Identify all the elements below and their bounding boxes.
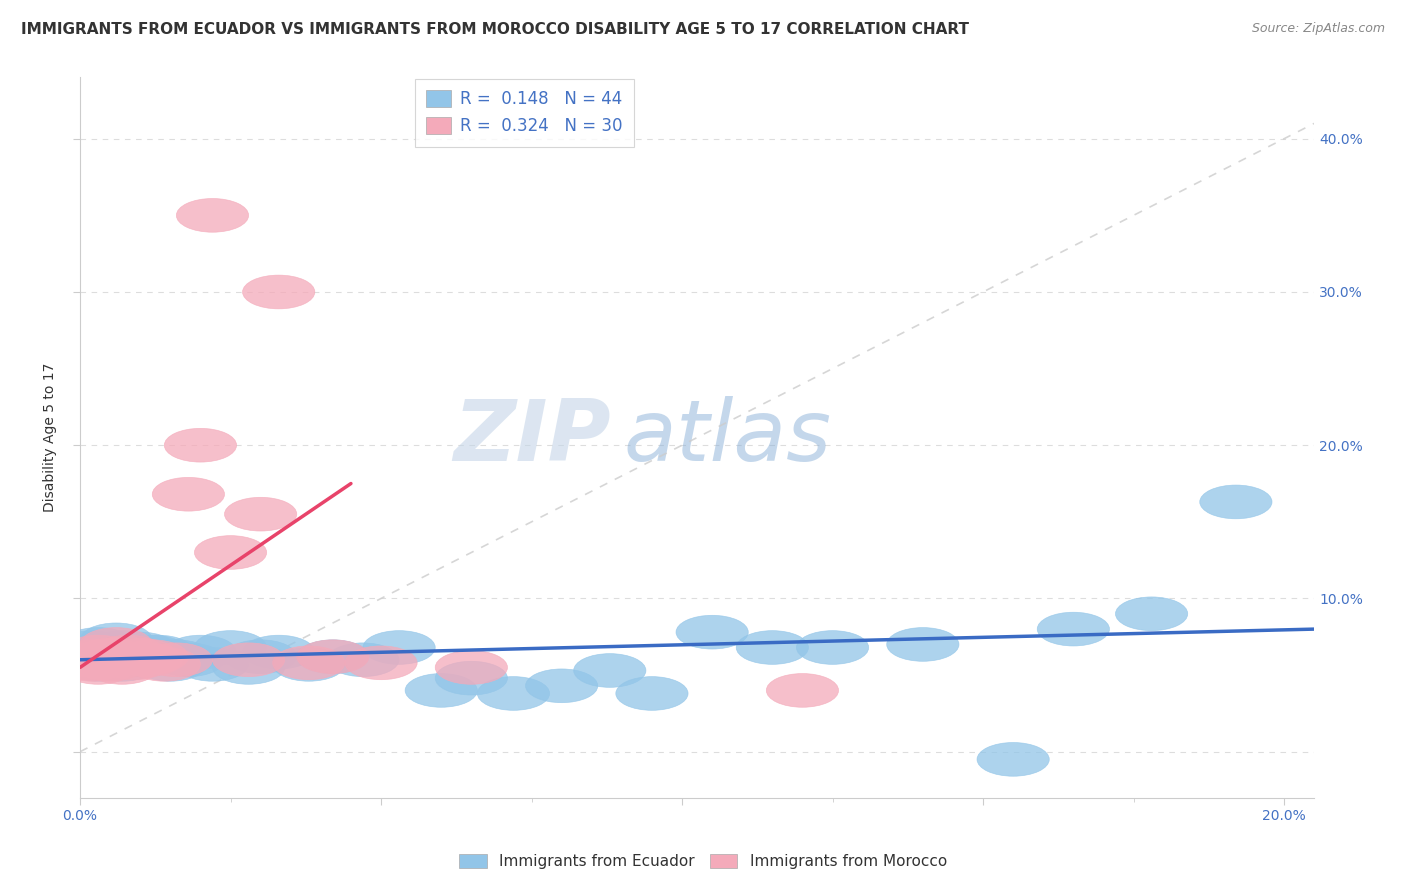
Ellipse shape — [225, 498, 297, 531]
Text: Source: ZipAtlas.com: Source: ZipAtlas.com — [1251, 22, 1385, 36]
Ellipse shape — [62, 635, 134, 669]
Ellipse shape — [56, 643, 128, 677]
Ellipse shape — [75, 643, 146, 677]
Ellipse shape — [152, 643, 225, 677]
Ellipse shape — [737, 631, 808, 665]
Ellipse shape — [62, 648, 134, 681]
Ellipse shape — [194, 535, 267, 569]
Ellipse shape — [574, 654, 645, 688]
Ellipse shape — [176, 199, 249, 232]
Ellipse shape — [243, 635, 315, 669]
Ellipse shape — [98, 646, 170, 680]
Ellipse shape — [67, 635, 141, 669]
Ellipse shape — [117, 635, 188, 669]
Ellipse shape — [1199, 485, 1272, 519]
Ellipse shape — [977, 742, 1049, 776]
Ellipse shape — [887, 628, 959, 661]
Ellipse shape — [56, 640, 128, 673]
Ellipse shape — [436, 661, 508, 695]
Y-axis label: Disability Age 5 to 17: Disability Age 5 to 17 — [44, 363, 58, 512]
Text: atlas: atlas — [623, 396, 831, 479]
Ellipse shape — [1038, 612, 1109, 646]
Ellipse shape — [273, 648, 344, 681]
Ellipse shape — [478, 677, 550, 710]
Ellipse shape — [117, 640, 188, 673]
Ellipse shape — [344, 646, 418, 680]
Ellipse shape — [86, 648, 159, 681]
Ellipse shape — [616, 677, 688, 710]
Ellipse shape — [134, 648, 207, 681]
Ellipse shape — [86, 631, 159, 665]
Ellipse shape — [766, 673, 838, 707]
Legend: R =  0.148   N = 44, R =  0.324   N = 30: R = 0.148 N = 44, R = 0.324 N = 30 — [415, 78, 634, 146]
Ellipse shape — [110, 640, 183, 673]
Ellipse shape — [56, 648, 128, 681]
Ellipse shape — [326, 643, 399, 677]
Ellipse shape — [75, 635, 146, 669]
Ellipse shape — [56, 631, 128, 665]
Ellipse shape — [225, 640, 297, 673]
Ellipse shape — [405, 673, 478, 707]
Ellipse shape — [104, 632, 176, 666]
Ellipse shape — [152, 477, 225, 511]
Ellipse shape — [436, 650, 508, 684]
Ellipse shape — [128, 648, 201, 681]
Ellipse shape — [796, 631, 869, 665]
Ellipse shape — [363, 631, 436, 665]
Ellipse shape — [212, 650, 285, 684]
Ellipse shape — [297, 640, 368, 673]
Ellipse shape — [62, 650, 134, 684]
Ellipse shape — [176, 648, 249, 681]
Ellipse shape — [51, 646, 122, 680]
Ellipse shape — [122, 635, 194, 669]
Ellipse shape — [297, 640, 368, 673]
Ellipse shape — [212, 643, 285, 677]
Ellipse shape — [91, 640, 165, 673]
Text: ZIP: ZIP — [453, 396, 610, 479]
Ellipse shape — [67, 643, 141, 677]
Ellipse shape — [243, 275, 315, 309]
Ellipse shape — [1115, 597, 1188, 631]
Ellipse shape — [80, 628, 152, 661]
Ellipse shape — [141, 640, 212, 673]
Ellipse shape — [273, 646, 344, 680]
Ellipse shape — [91, 635, 165, 669]
Ellipse shape — [165, 635, 236, 669]
Legend: Immigrants from Ecuador, Immigrants from Morocco: Immigrants from Ecuador, Immigrants from… — [453, 848, 953, 875]
Ellipse shape — [86, 650, 159, 684]
Text: IMMIGRANTS FROM ECUADOR VS IMMIGRANTS FROM MOROCCO DISABILITY AGE 5 TO 17 CORREL: IMMIGRANTS FROM ECUADOR VS IMMIGRANTS FR… — [21, 22, 969, 37]
Ellipse shape — [98, 643, 170, 677]
Ellipse shape — [141, 643, 212, 677]
Ellipse shape — [194, 631, 267, 665]
Ellipse shape — [51, 643, 122, 677]
Ellipse shape — [526, 669, 598, 703]
Ellipse shape — [80, 623, 152, 657]
Ellipse shape — [110, 643, 183, 677]
Ellipse shape — [165, 428, 236, 462]
Ellipse shape — [75, 639, 146, 672]
Ellipse shape — [75, 648, 146, 681]
Ellipse shape — [676, 615, 748, 649]
Ellipse shape — [62, 628, 134, 661]
Ellipse shape — [104, 639, 176, 672]
Ellipse shape — [51, 639, 122, 672]
